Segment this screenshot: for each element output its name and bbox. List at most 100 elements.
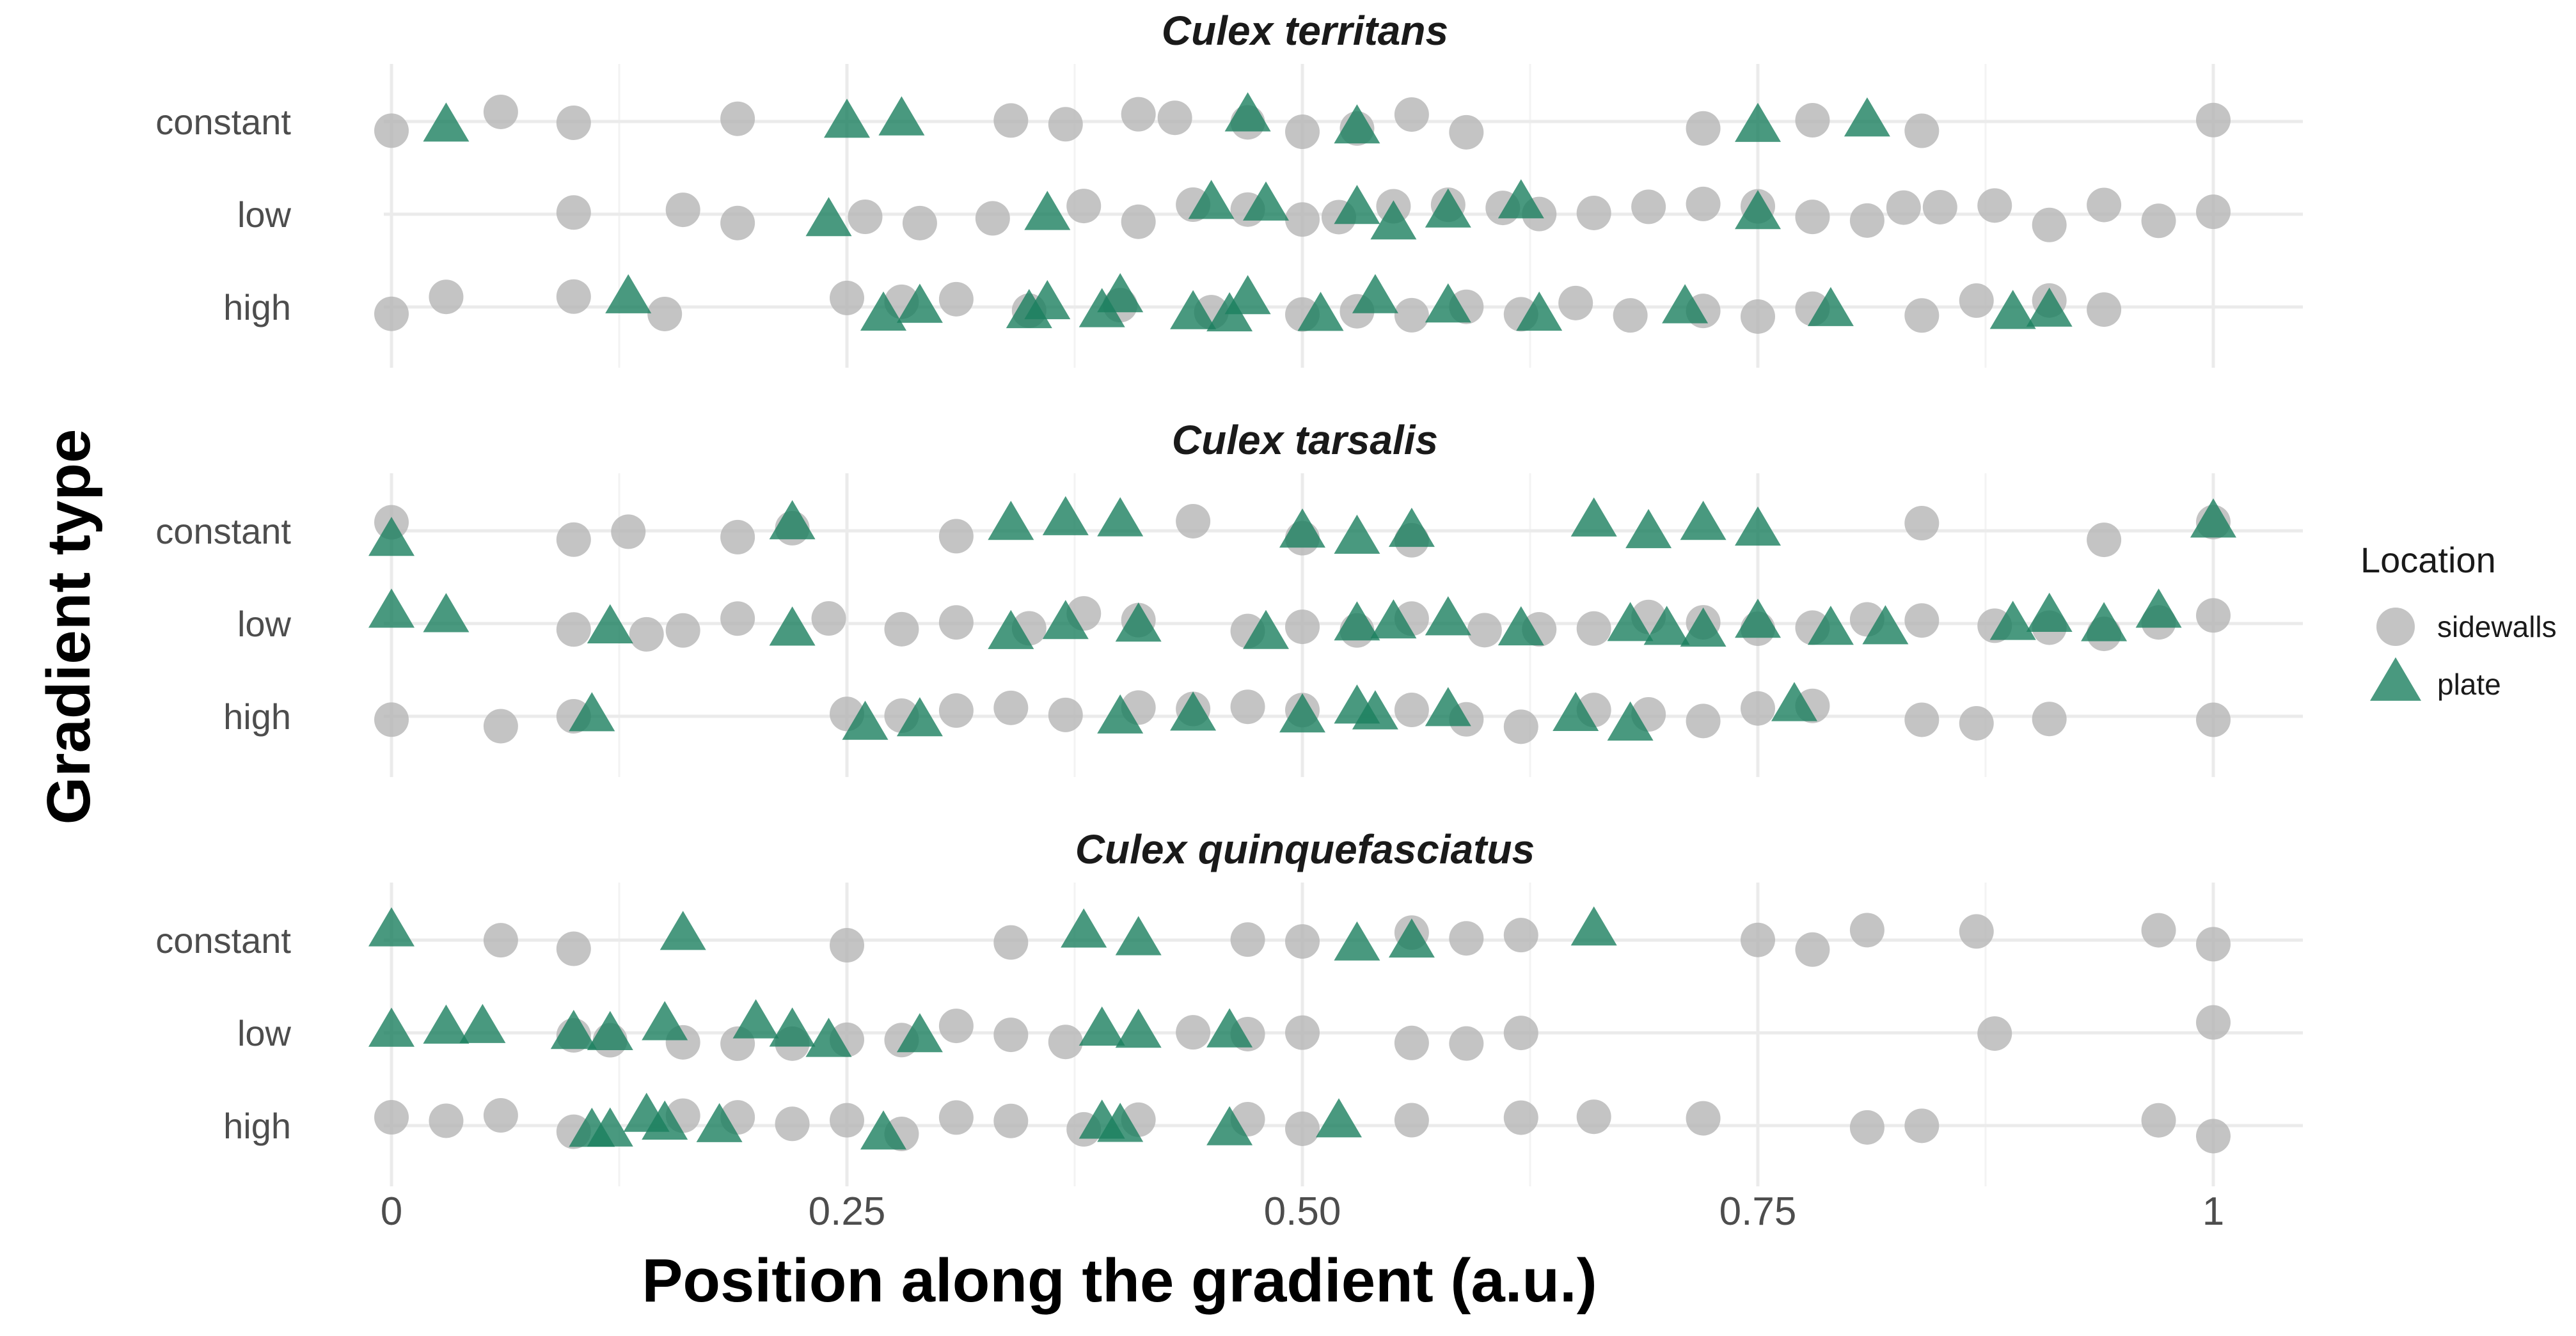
- data-point-plate: [1206, 1106, 1253, 1145]
- data-point-sidewalls: [1922, 189, 1957, 224]
- data-point-sidewalls: [811, 601, 846, 636]
- data-point-sidewalls: [556, 931, 591, 966]
- data-point-sidewalls: [647, 296, 683, 331]
- data-point-sidewalls: [1394, 97, 1429, 132]
- data-point-sidewalls: [1285, 924, 1320, 959]
- data-point-plate: [1989, 290, 2036, 329]
- data-point-sidewalls: [1230, 689, 1265, 725]
- data-point-plate: [842, 700, 889, 740]
- data-point-sidewalls: [830, 280, 864, 315]
- data-point-sidewalls: [2196, 194, 2231, 230]
- data-point-sidewalls: [975, 201, 1010, 236]
- data-point-sidewalls: [938, 1100, 974, 1135]
- data-point-sidewalls: [993, 690, 1029, 725]
- data-point-plate: [1807, 287, 1854, 326]
- data-point-sidewalls: [1741, 299, 1775, 334]
- data-point-plate: [1042, 496, 1089, 535]
- data-point-sidewalls: [1576, 611, 1611, 646]
- data-point-sidewalls: [775, 1106, 810, 1142]
- data-point-sidewalls: [1285, 1111, 1320, 1146]
- data-point-plate: [1862, 605, 1909, 645]
- data-point-plate: [1334, 921, 1380, 961]
- data-point-sidewalls: [611, 514, 646, 549]
- data-point-sidewalls: [1795, 103, 1830, 138]
- data-point-plate: [642, 1100, 688, 1140]
- data-point-sidewalls: [1230, 922, 1265, 957]
- data-point-plate: [1607, 602, 1654, 641]
- data-point-plate: [1115, 1009, 1162, 1048]
- data-point-plate: [1042, 600, 1089, 640]
- data-point-plate: [1224, 92, 1271, 132]
- data-point-sidewalls: [1686, 186, 1721, 221]
- y-tick-label: high: [223, 696, 291, 737]
- data-point-sidewalls: [2032, 702, 2067, 737]
- data-point-plate: [1989, 601, 2036, 640]
- data-point-sidewalls: [720, 519, 755, 554]
- data-point-sidewalls: [1959, 705, 1994, 741]
- data-point-plate: [605, 274, 652, 313]
- data-point-plate: [860, 291, 906, 331]
- data-point-plate: [1243, 181, 1289, 221]
- data-point-plate: [1097, 1103, 1144, 1142]
- data-point-sidewalls: [1285, 1015, 1320, 1050]
- facet-panel: constant low high Culex tarsalis: [155, 417, 2303, 777]
- data-point-sidewalls: [1449, 921, 1484, 956]
- data-point-plate: [1097, 497, 1144, 537]
- data-point-plate: [660, 911, 706, 950]
- x-tick-label: 0.25: [809, 1190, 886, 1234]
- data-point-plate: [423, 1004, 470, 1044]
- legend-key: [2370, 657, 2421, 701]
- data-point-sidewalls: [720, 205, 755, 240]
- data-point-plate: [1771, 682, 1817, 721]
- data-point-sidewalls: [1849, 1110, 1885, 1145]
- data-point-sidewalls: [1449, 114, 1484, 150]
- data-point-plate: [1243, 609, 1289, 649]
- panel-title: Culex tarsalis: [1172, 417, 1438, 463]
- data-point-plate: [988, 501, 1034, 540]
- data-point-sidewalls: [483, 1098, 518, 1133]
- data-point-sidewalls: [1904, 506, 1940, 541]
- data-point-sidewalls: [938, 605, 974, 640]
- data-point-sidewalls: [1285, 202, 1320, 237]
- data-point-sidewalls: [483, 94, 518, 129]
- data-point-plate: [1297, 292, 1344, 331]
- data-point-plate: [824, 98, 870, 138]
- data-point-plate: [1370, 599, 1417, 639]
- y-tick-label: constant: [155, 511, 291, 551]
- data-point-sidewalls: [483, 709, 518, 744]
- data-point-sidewalls: [1121, 204, 1156, 239]
- data-point-plate: [805, 1018, 852, 1057]
- data-point-sidewalls: [429, 1103, 464, 1138]
- data-point-plate: [1370, 200, 1417, 240]
- data-point-plate: [1388, 918, 1435, 958]
- y-axis-title: Gradient type: [35, 429, 103, 825]
- data-point-sidewalls: [1904, 113, 1940, 148]
- data-point-plate: [587, 1010, 633, 1050]
- data-point-plate: [2026, 592, 2073, 632]
- data-point-sidewalls: [1048, 107, 1083, 142]
- data-point-sidewalls: [938, 519, 974, 554]
- y-tick-label: high: [223, 1106, 291, 1146]
- data-point-plate: [1735, 506, 1781, 546]
- data-point-plate: [1425, 687, 1471, 727]
- data-point-sidewalls: [1394, 297, 1429, 333]
- data-point-plate: [1334, 104, 1380, 144]
- data-point-plate: [1170, 290, 1217, 329]
- x-tick-label: 0.75: [1719, 1190, 1797, 1234]
- legend-title: Location: [2360, 540, 2496, 580]
- data-point-plate: [732, 999, 779, 1039]
- data-point-sidewalls: [1849, 913, 1885, 948]
- data-point-sidewalls: [2087, 292, 2122, 327]
- data-point-sidewalls: [1503, 918, 1538, 953]
- data-point-sidewalls: [2087, 523, 2122, 558]
- data-point-plate: [696, 1103, 743, 1142]
- data-point-plate: [1607, 701, 1654, 741]
- data-point-sidewalls: [1394, 693, 1429, 728]
- data-point-plate: [2026, 287, 2073, 327]
- data-point-sidewalls: [720, 101, 755, 136]
- data-point-plate: [1334, 601, 1380, 641]
- data-point-plate: [1334, 185, 1380, 224]
- data-point-sidewalls: [2032, 207, 2067, 242]
- data-point-plate: [896, 697, 943, 737]
